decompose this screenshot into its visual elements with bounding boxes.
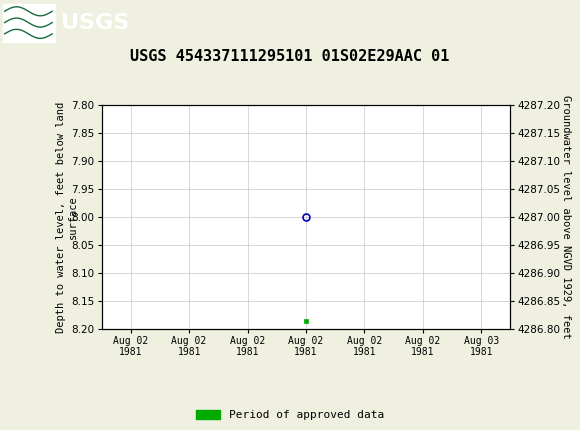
Text: USGS 454337111295101 01S02E29AAC 01: USGS 454337111295101 01S02E29AAC 01 — [130, 49, 450, 64]
Text: USGS: USGS — [61, 12, 129, 33]
Y-axis label: Groundwater level above NGVD 1929, feet: Groundwater level above NGVD 1929, feet — [561, 95, 571, 339]
Bar — [3, 3, 55, 42]
Y-axis label: Depth to water level, feet below land
surface: Depth to water level, feet below land su… — [56, 101, 78, 333]
Legend: Period of approved data: Period of approved data — [195, 410, 385, 420]
